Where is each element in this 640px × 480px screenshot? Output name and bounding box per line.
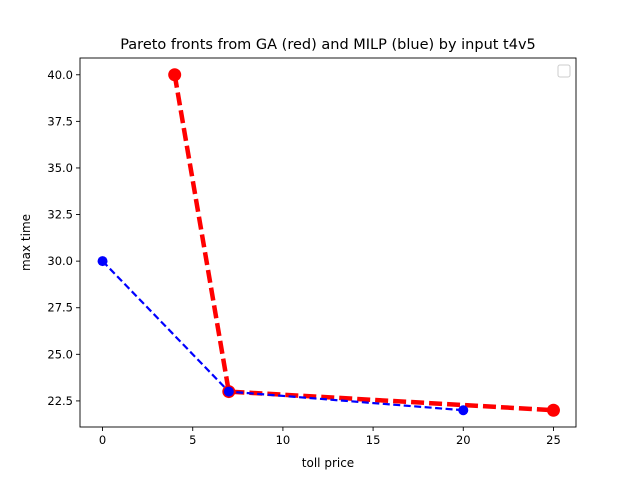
data-point	[546, 403, 560, 417]
series-layer	[97, 68, 560, 417]
y-tick-label: 40.0	[47, 68, 73, 82]
series-line	[101, 260, 464, 412]
data-point	[97, 256, 108, 267]
y-tick-label: 22.5	[47, 394, 73, 408]
y-tick-label: 35.0	[47, 161, 73, 175]
y-axis-ticks: 22.5 25.0 27.5 30.0 32.5 35.0 37.5 40.0	[47, 68, 80, 408]
y-tick-label: 30.0	[47, 254, 73, 268]
x-tick-label: 0	[99, 433, 106, 447]
x-axis-label: toll price	[302, 456, 354, 470]
x-axis-ticks: 0 5 10 15 20 25	[99, 427, 561, 447]
chart-title: Pareto fronts from GA (red) and MILP (bl…	[120, 37, 536, 53]
x-tick-label: 15	[366, 433, 381, 447]
x-tick-label: 5	[189, 433, 196, 447]
data-point	[458, 405, 469, 416]
y-tick-label: 27.5	[47, 301, 73, 315]
x-tick-label: 20	[456, 433, 471, 447]
y-tick-label: 25.0	[47, 347, 73, 361]
x-tick-label: 10	[276, 433, 291, 447]
plot-area-frame	[79, 57, 577, 428]
y-tick-label: 32.5	[47, 208, 73, 222]
y-tick-label: 37.5	[47, 114, 73, 128]
data-point	[168, 68, 182, 82]
y-axis-label: max time	[19, 214, 33, 271]
series-line	[172, 74, 554, 413]
legend-box	[557, 64, 571, 78]
x-tick-label: 25	[546, 433, 561, 447]
data-point	[223, 386, 234, 397]
